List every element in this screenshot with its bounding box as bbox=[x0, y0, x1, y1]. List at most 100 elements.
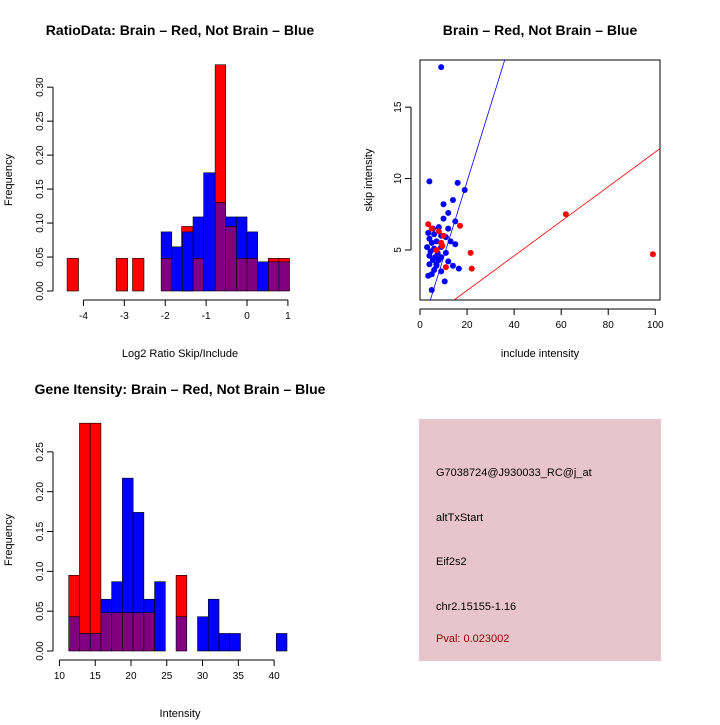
gene-hist-x-tick-label: 30 bbox=[197, 671, 209, 682]
ratio-hist-y-tick-label: 0.30 bbox=[35, 77, 46, 97]
scatter-point-not-brain bbox=[426, 178, 433, 185]
scatter-point-not-brain bbox=[449, 262, 456, 269]
gene-hist-bar-overlap bbox=[175, 616, 188, 652]
scatter-point-not-brain bbox=[447, 238, 454, 245]
ratio-histogram: RatioData: Brain – Red, Not Brain – Blue… bbox=[3, 22, 314, 360]
scatter-point-not-brain bbox=[428, 239, 435, 246]
scatter-y-tick-label: 15 bbox=[393, 101, 404, 113]
gene-hist-x-tick-label: 35 bbox=[233, 671, 245, 682]
scatter-point-not-brain bbox=[449, 197, 456, 203]
gene-hist-bar-overlap bbox=[132, 612, 145, 652]
ratio-histogram-bars bbox=[66, 64, 290, 292]
gene-hist-bar-not-brain bbox=[207, 598, 220, 652]
fit-line-not-brain bbox=[429, 60, 506, 300]
scatter-x-tick-label: 60 bbox=[556, 320, 568, 331]
scatter-point-not-brain bbox=[425, 229, 432, 236]
gene-hist-bar-not-brain bbox=[154, 581, 166, 652]
gene-hist-bar-overlap bbox=[68, 616, 80, 652]
ratio-hist-y-tick-label: 0.05 bbox=[35, 247, 46, 267]
gene-hist-bar-not-brain bbox=[122, 477, 134, 614]
ratio-hist-bar-overlap bbox=[267, 261, 280, 292]
scatter-point-brain bbox=[440, 232, 447, 239]
pval-text: Pval: 0.023002 bbox=[436, 633, 509, 645]
scatter-point-not-brain bbox=[433, 261, 440, 268]
ratio-hist-bar-not-brain bbox=[160, 231, 173, 259]
gene-hist-bar-not-brain bbox=[197, 616, 209, 652]
scatter-point-not-brain bbox=[433, 238, 440, 245]
ratio-hist-bar-not-brain bbox=[246, 231, 258, 259]
gene-hist-bar-overlap bbox=[100, 612, 112, 652]
scatter-point-brain bbox=[425, 221, 432, 228]
gene-hist-y-tick-label: 0.00 bbox=[35, 641, 46, 661]
ratio-hist-bar-not-brain bbox=[192, 216, 204, 259]
ratio-hist-x-tick-label: 0 bbox=[244, 311, 250, 322]
probe-id: G7038724@J930033_RC@j_at bbox=[436, 467, 592, 479]
gene-hist-y-tick-label: 0.05 bbox=[35, 601, 46, 621]
info-panel-background bbox=[419, 419, 661, 661]
gene-intensity-axes: 10 15 20 25 30 35 40 0.00 0.05 0.10 0.15 0.20 0.25 bbox=[35, 442, 280, 682]
scatter-point-brain bbox=[468, 265, 475, 272]
gene-intensity-xlabel: Intensity bbox=[160, 708, 201, 720]
scatter-point-not-brain bbox=[435, 224, 442, 231]
ratio-hist-x-tick-label: -2 bbox=[161, 311, 170, 322]
gene-hist-x-tick-label: 10 bbox=[54, 671, 66, 682]
intensity-scatter: Brain – Red, Not Brain – Blue include in… bbox=[363, 22, 664, 360]
gene-hist-bar-not-brain bbox=[218, 633, 231, 652]
scatter-point-brain bbox=[435, 228, 442, 235]
ratio-hist-x-tick-label: 1 bbox=[285, 311, 291, 322]
ratio-histogram-ylabel: Frequency bbox=[3, 154, 15, 206]
gene-hist-bar-not-brain bbox=[229, 633, 241, 652]
scatter-fit-lines bbox=[429, 60, 660, 300]
intensity-scatter-ylabel: skip intensity bbox=[363, 148, 375, 211]
scatter-x-tick-label: 100 bbox=[647, 320, 664, 331]
ratio-hist-bar-not-brain bbox=[236, 216, 248, 259]
ratio-hist-x-tick-label: -3 bbox=[120, 311, 129, 322]
gene-hist-bar-overlap bbox=[122, 612, 134, 652]
scatter-point-not-brain bbox=[445, 258, 452, 265]
scatter-point-not-brain bbox=[461, 187, 468, 193]
scatter-point-not-brain bbox=[426, 261, 433, 268]
scatter-x-tick-label: 80 bbox=[603, 320, 615, 331]
scatter-y-tick-label: 10 bbox=[393, 173, 404, 185]
gene-intensity-title: Gene Itensity: Brain – Red, Not Brain – … bbox=[35, 381, 326, 397]
info-panel: G7038724@J930033_RC@j_at altTxStart Eif2… bbox=[419, 419, 661, 661]
scatter-x-tick-label: 40 bbox=[509, 320, 521, 331]
gene-hist-bar-overlap bbox=[89, 633, 102, 652]
scatter-point-not-brain bbox=[455, 265, 462, 272]
intensity-scatter-xlabel: include intensity bbox=[501, 348, 580, 360]
scatter-point-not-brain bbox=[445, 209, 452, 216]
ratio-hist-bar-not-brain bbox=[257, 261, 269, 292]
scatter-point-not-brain bbox=[424, 244, 431, 251]
ratio-hist-bar-not-brain bbox=[203, 172, 216, 292]
gene-intensity-bars bbox=[68, 422, 288, 652]
ratio-hist-bar-overlap bbox=[236, 258, 248, 292]
gene-hist-x-tick-label: 25 bbox=[161, 671, 173, 682]
ratio-hist-bar-overlap bbox=[225, 226, 237, 292]
scatter-point-not-brain bbox=[431, 231, 438, 238]
genomic-location: chr2.15155-1.16 bbox=[436, 601, 516, 613]
ratio-hist-bar-brain bbox=[267, 258, 280, 263]
ratio-hist-bar-overlap bbox=[160, 258, 173, 292]
scatter-point-brain bbox=[562, 211, 569, 218]
scatter-y-tick-label: 5 bbox=[393, 247, 404, 253]
gene-hist-y-tick-label: 0.10 bbox=[35, 561, 46, 581]
scatter-point-brain bbox=[442, 264, 449, 271]
gene-hist-bar-not-brain bbox=[132, 512, 145, 614]
gene-hist-bar-not-brain bbox=[143, 598, 155, 614]
ratio-hist-bar-brain bbox=[278, 258, 290, 263]
scatter-point-not-brain bbox=[440, 201, 447, 208]
gene-hist-bar-brain bbox=[68, 575, 80, 618]
gene-hist-bar-not-brain bbox=[100, 598, 112, 614]
ratio-hist-bar-brain bbox=[214, 64, 227, 203]
scatter-point-not-brain bbox=[428, 271, 435, 278]
scatter-x-tick-label: 20 bbox=[461, 320, 473, 331]
ratio-hist-y-tick-label: 0.25 bbox=[35, 111, 46, 131]
scatter-point-not-brain bbox=[452, 241, 459, 248]
scatter-point-brain bbox=[433, 247, 440, 253]
scatter-point-brain bbox=[457, 222, 463, 229]
event-type: altTxStart bbox=[436, 512, 483, 524]
intensity-scatter-title: Brain – Red, Not Brain – Blue bbox=[443, 22, 638, 38]
ratio-hist-bar-not-brain bbox=[171, 246, 183, 292]
scatter-point-not-brain bbox=[438, 64, 445, 71]
